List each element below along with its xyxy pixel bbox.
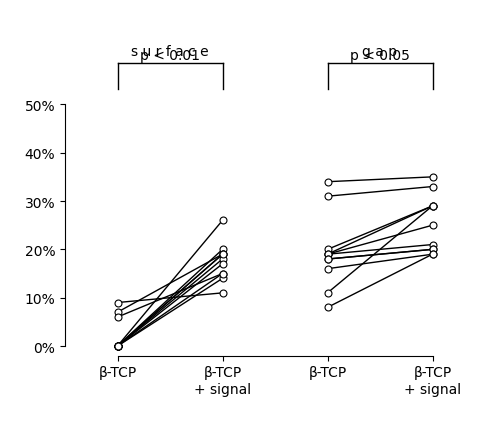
Text: p < 0.01: p < 0.01 <box>140 49 200 63</box>
Text: p < 0.05: p < 0.05 <box>350 49 410 63</box>
Text: g a p: g a p <box>362 45 398 59</box>
Text: s u r f a c e: s u r f a c e <box>131 45 209 59</box>
